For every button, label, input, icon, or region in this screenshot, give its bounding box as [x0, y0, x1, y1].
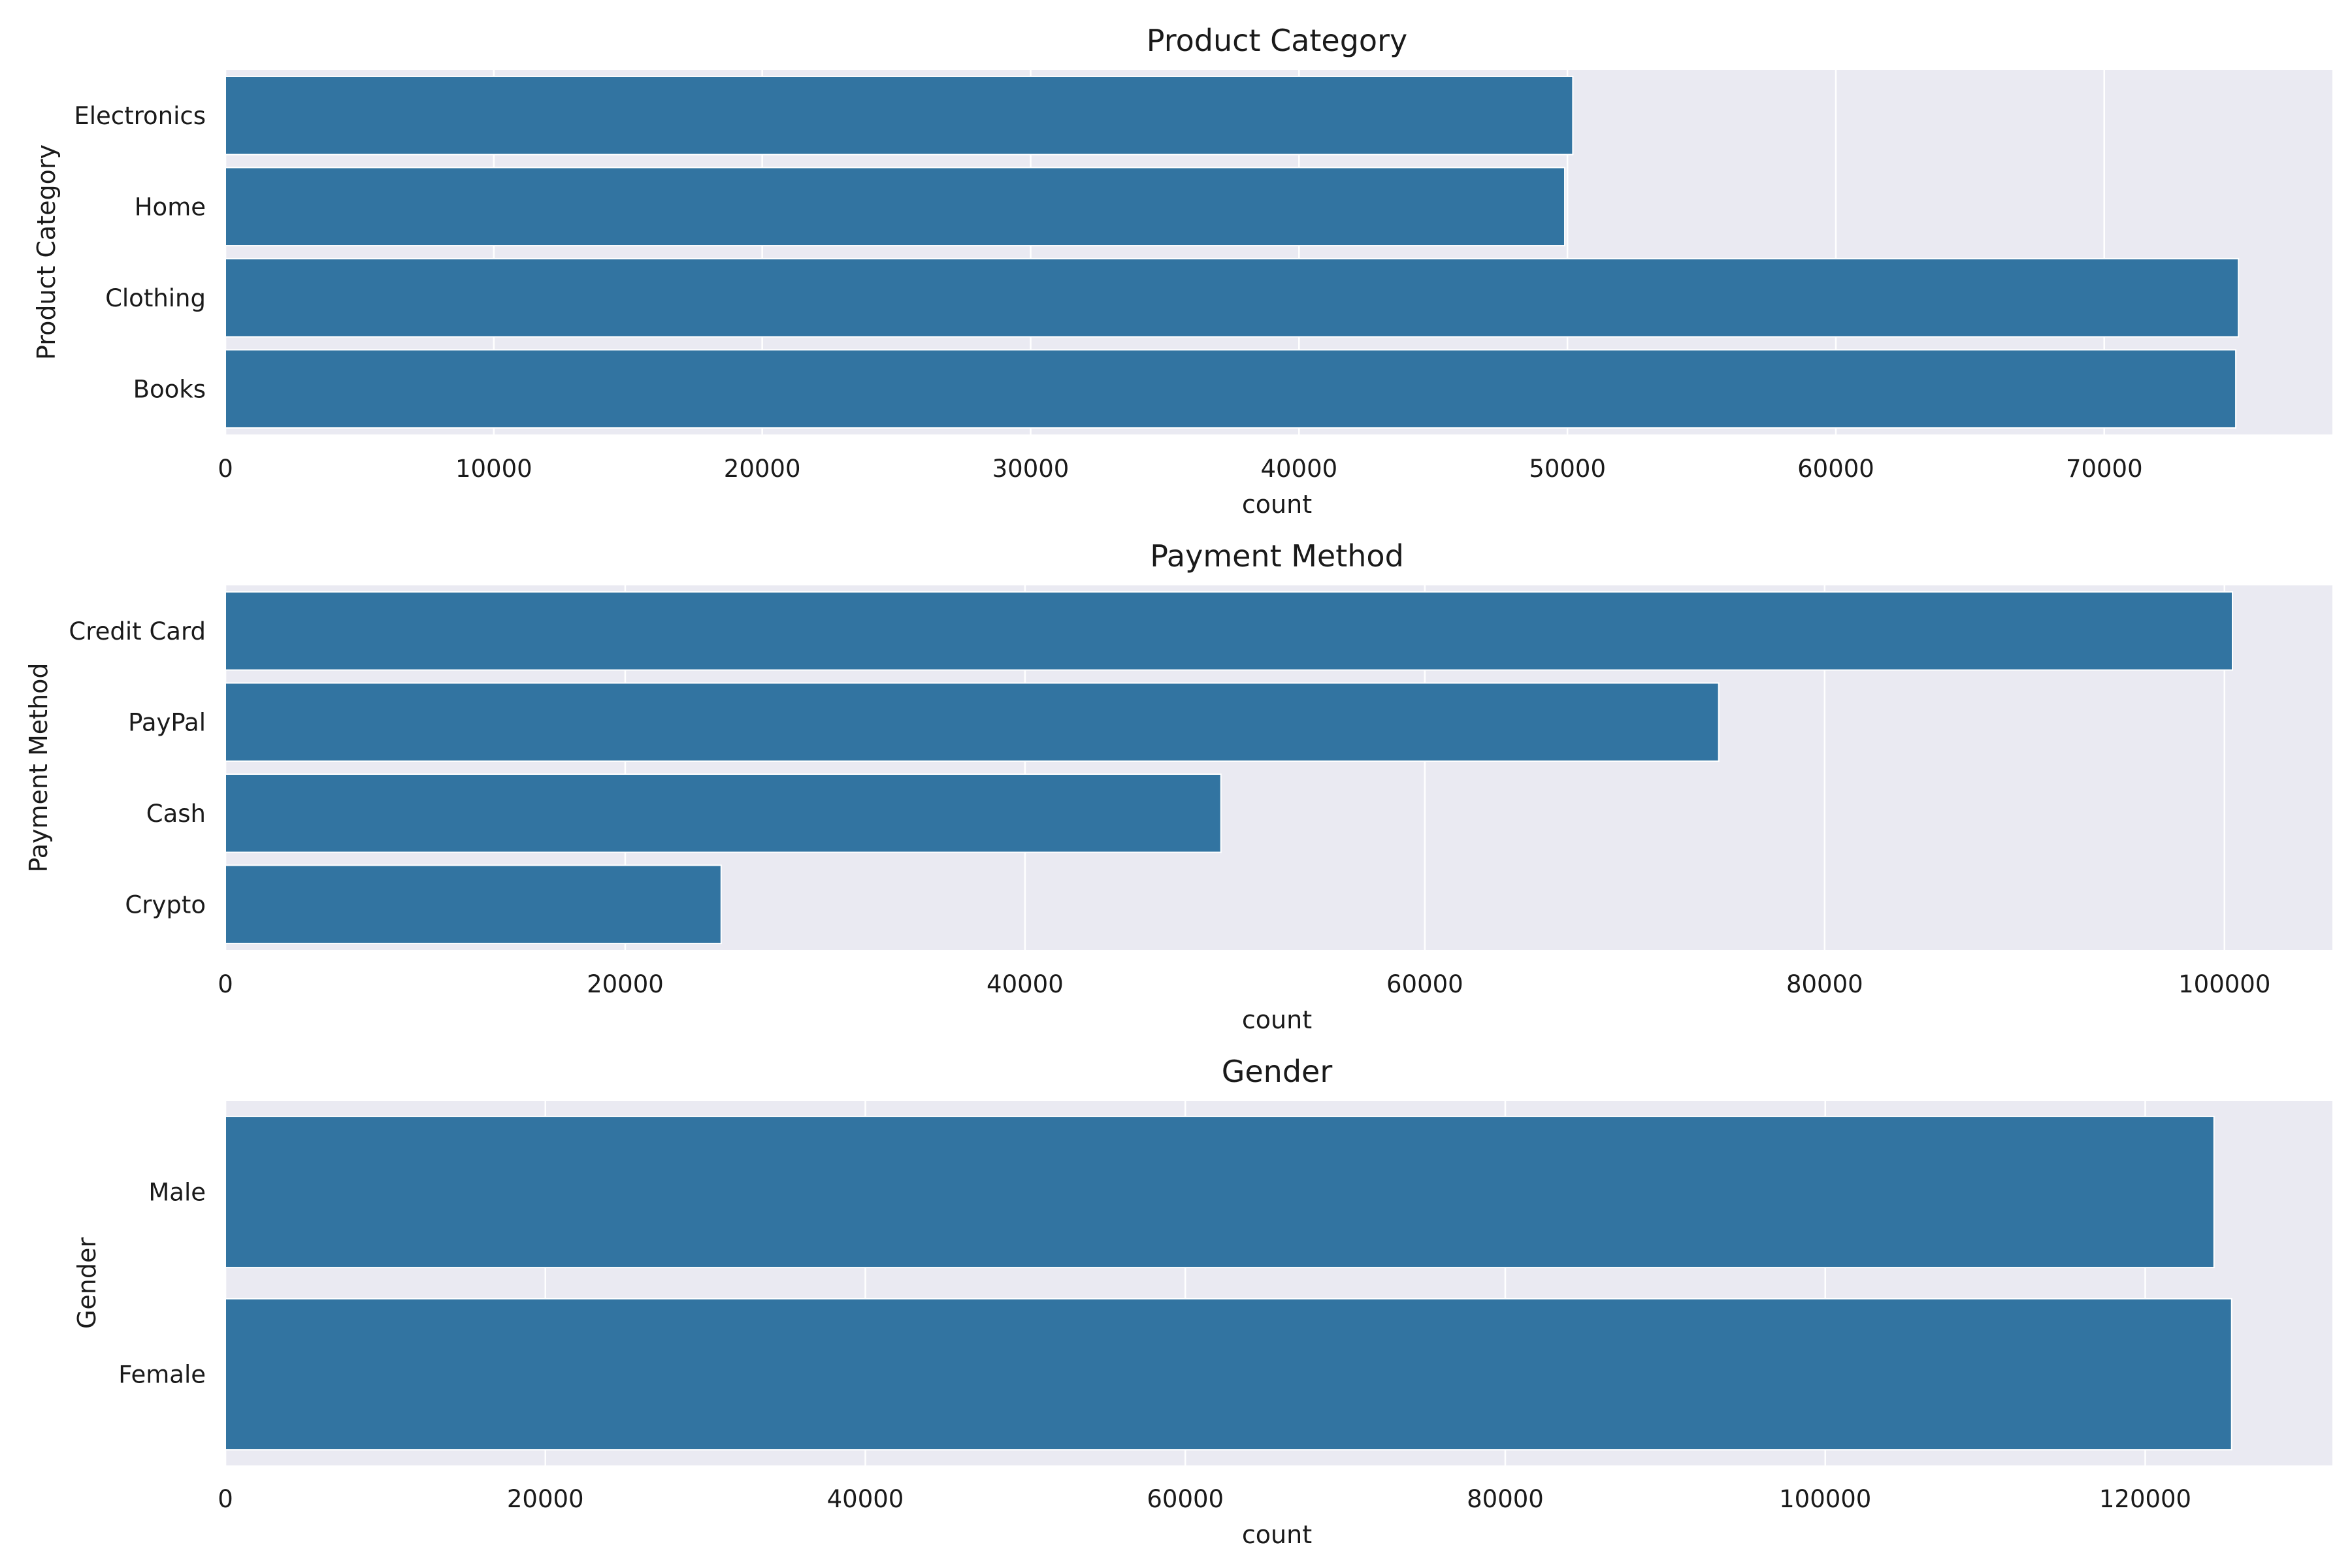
- x-tick-label: 20000: [724, 455, 801, 483]
- x-tick-label: 0: [218, 970, 233, 998]
- category-label: Male: [148, 1179, 206, 1207]
- x-tick-label: 0: [218, 1485, 233, 1513]
- x-tick-label: 40000: [987, 970, 1064, 998]
- x-tick-label: 40000: [827, 1485, 904, 1513]
- x-tick-label: 20000: [507, 1485, 584, 1513]
- bar-cash: [225, 773, 1222, 853]
- x-tick-label: 40000: [1260, 455, 1337, 483]
- category-label: Clothing: [105, 284, 206, 312]
- x-axis-label: count: [1242, 1005, 1312, 1034]
- x-tick-label: 70000: [2066, 455, 2143, 483]
- x-tick-label: 60000: [1386, 970, 1463, 998]
- bar-books: [225, 349, 2237, 429]
- bar-crypto: [225, 864, 722, 945]
- y-axis-label: Product Category: [32, 144, 61, 360]
- category-label: Home: [135, 193, 206, 221]
- category-label: Cash: [146, 800, 206, 828]
- category-label: Credit Card: [69, 617, 206, 645]
- x-tick-label: 80000: [1467, 1485, 1544, 1513]
- panel-2: Male Female 0 20000 40000 60000 80000 100000 120…: [73, 1054, 2332, 1549]
- bar-male: [225, 1115, 2215, 1269]
- panel-title: Product Category: [1147, 23, 1407, 58]
- x-tick-label: 120000: [2099, 1485, 2191, 1513]
- panel-title: Payment Method: [1150, 538, 1404, 574]
- y-axis-label: Payment Method: [24, 663, 53, 873]
- x-tick-label: 0: [218, 455, 233, 483]
- x-tick-label: 20000: [587, 970, 664, 998]
- x-tick-label: 60000: [1147, 1485, 1224, 1513]
- panel-0: Electronics Home Clothing Books 0 10000 20000 3…: [32, 23, 2332, 519]
- x-tick-label: 100000: [2178, 970, 2270, 998]
- x-axis-label: count: [1242, 1520, 1312, 1549]
- category-label: PayPal: [128, 708, 206, 736]
- bar-clothing: [225, 257, 2240, 338]
- category-label: Books: [133, 375, 206, 403]
- bar-electronics: [225, 75, 1574, 155]
- category-label: Electronics: [74, 102, 206, 130]
- panel-title: Gender: [1222, 1054, 1333, 1089]
- x-tick-label: 80000: [1786, 970, 1863, 998]
- x-tick-label: 60000: [1797, 455, 1874, 483]
- bar-female: [225, 1298, 2232, 1451]
- category-label: Crypto: [125, 890, 206, 919]
- x-tick-label: 10000: [455, 455, 532, 483]
- y-axis-label: Gender: [73, 1237, 101, 1329]
- bar-paypal: [225, 682, 1720, 762]
- x-tick-label: 100000: [1779, 1485, 1871, 1513]
- category-label: Female: [118, 1361, 206, 1389]
- x-axis-label: count: [1242, 490, 1312, 519]
- bar-home: [225, 167, 1566, 247]
- panel-1: Credit Card PayPal Cash Crypto 0 20000 40000 60…: [24, 538, 2332, 1034]
- x-tick-label: 50000: [1529, 455, 1606, 483]
- x-tick-label: 30000: [992, 455, 1070, 483]
- bar-credit-card: [225, 591, 2234, 671]
